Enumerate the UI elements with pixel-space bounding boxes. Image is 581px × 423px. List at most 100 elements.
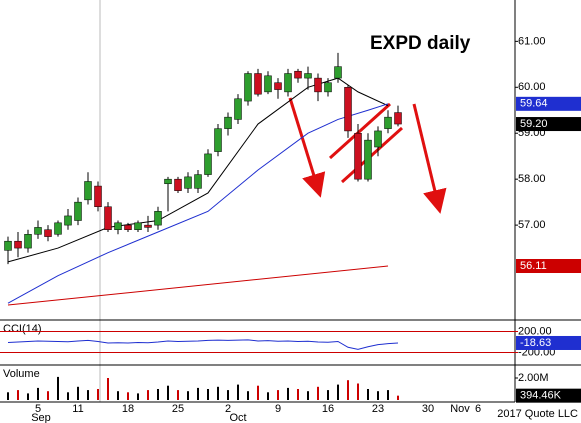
volume-bar — [57, 376, 59, 400]
candle-body — [324, 82, 332, 93]
volume-bar — [197, 387, 199, 400]
volume-bar — [277, 390, 279, 400]
y-tick-label: 58.00 — [518, 173, 546, 185]
y-tick-label: 200.00 — [518, 325, 552, 337]
volume-bar — [307, 391, 309, 400]
volume-bar — [167, 385, 169, 400]
value-tag: 59.20 — [520, 118, 548, 130]
volume-bar — [17, 390, 19, 400]
candle-body — [384, 116, 392, 129]
candle-body — [284, 73, 292, 93]
candle-body — [84, 181, 92, 201]
volume-bar — [387, 390, 389, 400]
value-tag: 56.11 — [520, 260, 547, 272]
volume-bar — [207, 389, 209, 400]
x-month-label: Sep — [31, 412, 51, 423]
line — [7, 265, 389, 306]
candle-body — [334, 66, 342, 79]
value-tag-box — [516, 388, 581, 403]
volume-bar — [257, 385, 259, 400]
volume-bar — [147, 390, 149, 400]
volume-bar — [177, 390, 179, 400]
volume-bar — [187, 391, 189, 400]
x-tick-label: Nov — [450, 403, 470, 415]
candle-body — [194, 174, 202, 189]
y-tick-label: 2.00M — [518, 372, 549, 384]
volume-bar — [297, 389, 299, 400]
candle-body — [364, 139, 372, 180]
volume-bar — [377, 391, 379, 400]
candle-body — [204, 153, 212, 175]
candle-body — [274, 82, 282, 90]
value-tag: 394.46K — [520, 390, 562, 402]
candle-body — [344, 87, 352, 132]
candle-body — [14, 240, 22, 249]
annotations — [288, 97, 447, 214]
x-tick-label: 5 — [35, 403, 41, 415]
x-tick-label: 6 — [475, 403, 481, 415]
candle-body — [74, 201, 82, 221]
volume-bar — [97, 389, 99, 400]
candle-body — [354, 132, 362, 180]
volume-bar — [397, 395, 399, 400]
volume-bar — [287, 387, 289, 400]
candle-body — [244, 73, 252, 102]
line — [7, 103, 389, 304]
volume-bar — [327, 390, 329, 400]
candle-body — [254, 73, 262, 95]
x-tick-label: 2 — [225, 403, 231, 415]
volume-bar — [77, 386, 79, 400]
candle-body — [234, 98, 242, 120]
candle-body — [214, 128, 222, 152]
candle-body — [44, 229, 52, 237]
candle-body — [4, 240, 12, 251]
candle-body — [154, 211, 162, 226]
x-tick-label: 30 — [422, 403, 434, 415]
volume-bar — [37, 387, 39, 400]
candle-body — [294, 70, 302, 79]
x-tick-label: 16 — [322, 403, 334, 415]
y-tick-label: 61.00 — [518, 35, 546, 47]
candle-body — [224, 116, 232, 129]
panel-title: Volume — [3, 368, 40, 380]
candle-body — [184, 176, 192, 189]
candle-body — [304, 73, 312, 79]
panel-title: CCI(14) — [3, 323, 42, 335]
line — [7, 339, 399, 350]
y-tick-label: 57.00 — [518, 219, 546, 231]
volume-bar — [247, 391, 249, 400]
value-tag: -18.63 — [520, 337, 551, 349]
candle-body — [94, 185, 102, 207]
x-tick-label: 23 — [372, 403, 384, 415]
channel-line — [328, 102, 392, 160]
volume-bar — [87, 390, 89, 400]
volume-bar — [337, 384, 339, 400]
volume-bar — [267, 392, 269, 400]
volume-bar — [127, 392, 129, 400]
volume-bar — [157, 389, 159, 400]
candle-body — [114, 222, 122, 230]
candle-body — [164, 178, 172, 185]
volume-bar — [357, 383, 359, 400]
volume-bar — [137, 393, 139, 400]
volume-bar — [237, 384, 239, 400]
value-tag: 59.64 — [520, 98, 548, 110]
volume-bar — [347, 380, 349, 400]
value-tag-box — [516, 96, 581, 111]
value-tag-box — [516, 335, 581, 350]
volume-bar — [7, 392, 9, 400]
value-tag-box — [516, 117, 581, 132]
volume-bar — [47, 391, 49, 400]
x-tick-label: 11 — [72, 403, 83, 415]
volume-bar — [67, 392, 69, 400]
x-month-label: Oct — [229, 412, 246, 423]
volume-bar — [317, 386, 319, 400]
volume-bar — [227, 390, 229, 400]
arrow — [412, 103, 447, 214]
volume-bar — [217, 386, 219, 400]
volume-bar — [117, 391, 119, 400]
candle-body — [134, 222, 142, 230]
arrow — [288, 97, 326, 198]
